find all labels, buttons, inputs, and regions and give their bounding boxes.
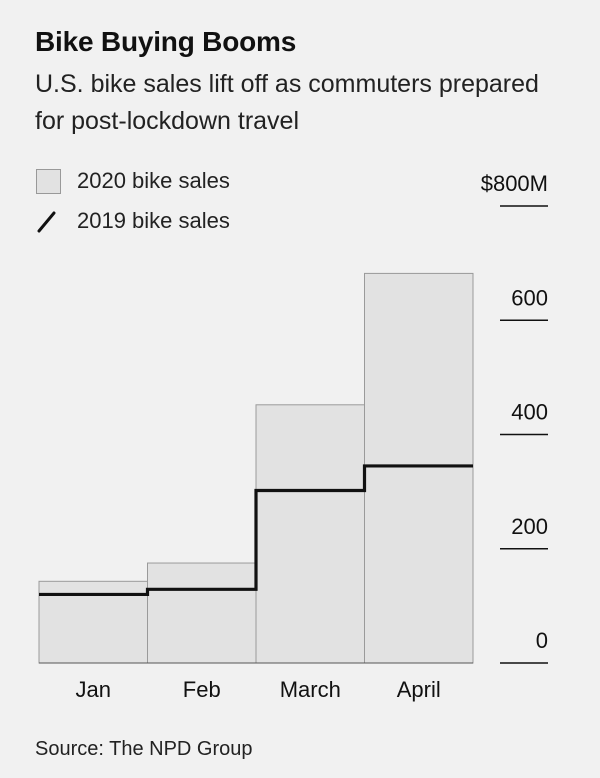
y-tick-label-0: 0 [536,628,548,653]
x-tick-label-april: April [397,677,441,702]
y-tick-label-800: $800M [481,171,548,196]
legend-swatch-line [37,211,56,232]
chart-title: Bike Buying Booms [35,26,297,57]
x-tick-label-jan: Jan [76,677,111,702]
legend-item-2020: 2020 bike sales [36,168,230,194]
chart-subtitle: U.S. bike sales lift off as commuters pr… [35,70,539,135]
x-tick-label-feb: Feb [183,677,221,702]
bar-feb [147,562,257,664]
legend-swatch-box [36,168,61,194]
legend-label-2019: 2019 bike sales [77,208,230,233]
source-note: Source: The NPD Group [35,738,253,760]
y-tick-label-400: 400 [511,400,548,425]
y-tick-label-200: 200 [511,514,548,539]
step-line-2019 [39,464,473,597]
legend-label-2020: 2020 bike sales [77,168,230,193]
bar-april [364,272,474,664]
legend-item-2019: 2019 bike sales [36,208,230,234]
bar-march [255,404,365,664]
y-tick-label-600: 600 [511,285,548,310]
x-tick-label-march: March [280,677,341,702]
